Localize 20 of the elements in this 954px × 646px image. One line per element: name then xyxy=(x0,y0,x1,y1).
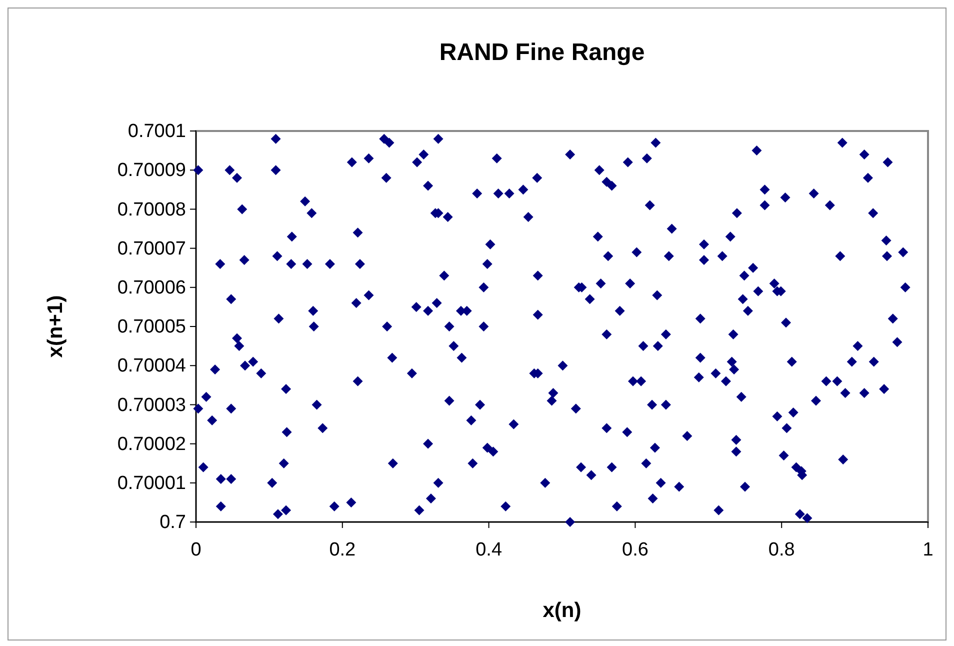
y-tick-label: 0.70007 xyxy=(117,238,186,260)
y-tick-label: 0.7 xyxy=(160,512,186,534)
x-tick-label: 0 xyxy=(190,539,202,560)
y-tick-label: 0.70001 xyxy=(117,472,186,494)
y-tick-label: 0.7001 xyxy=(128,121,186,142)
x-tick-label: 1 xyxy=(922,539,934,560)
y-tick-label: 0.70008 xyxy=(117,199,186,220)
y-tick-label: 0.70004 xyxy=(117,356,186,377)
x-tick-label: 0.2 xyxy=(329,539,356,560)
y-tick-label: 0.70005 xyxy=(117,316,186,338)
y-tick-label: 0.70002 xyxy=(117,434,186,455)
y-tick-label: 0.70006 xyxy=(117,277,186,298)
y-tick-label: 0.70009 xyxy=(117,160,186,182)
y-axis-title: x(n+1) xyxy=(44,295,67,358)
y-tick-label: 0.70003 xyxy=(117,394,186,416)
x-tick-label: 0.8 xyxy=(768,539,795,560)
x-tick-label: 0.6 xyxy=(622,539,648,560)
x-axis-title: x(n) xyxy=(542,599,582,622)
chart-title: RAND Fine Range xyxy=(439,39,645,66)
x-tick-label: 0.4 xyxy=(476,539,502,560)
